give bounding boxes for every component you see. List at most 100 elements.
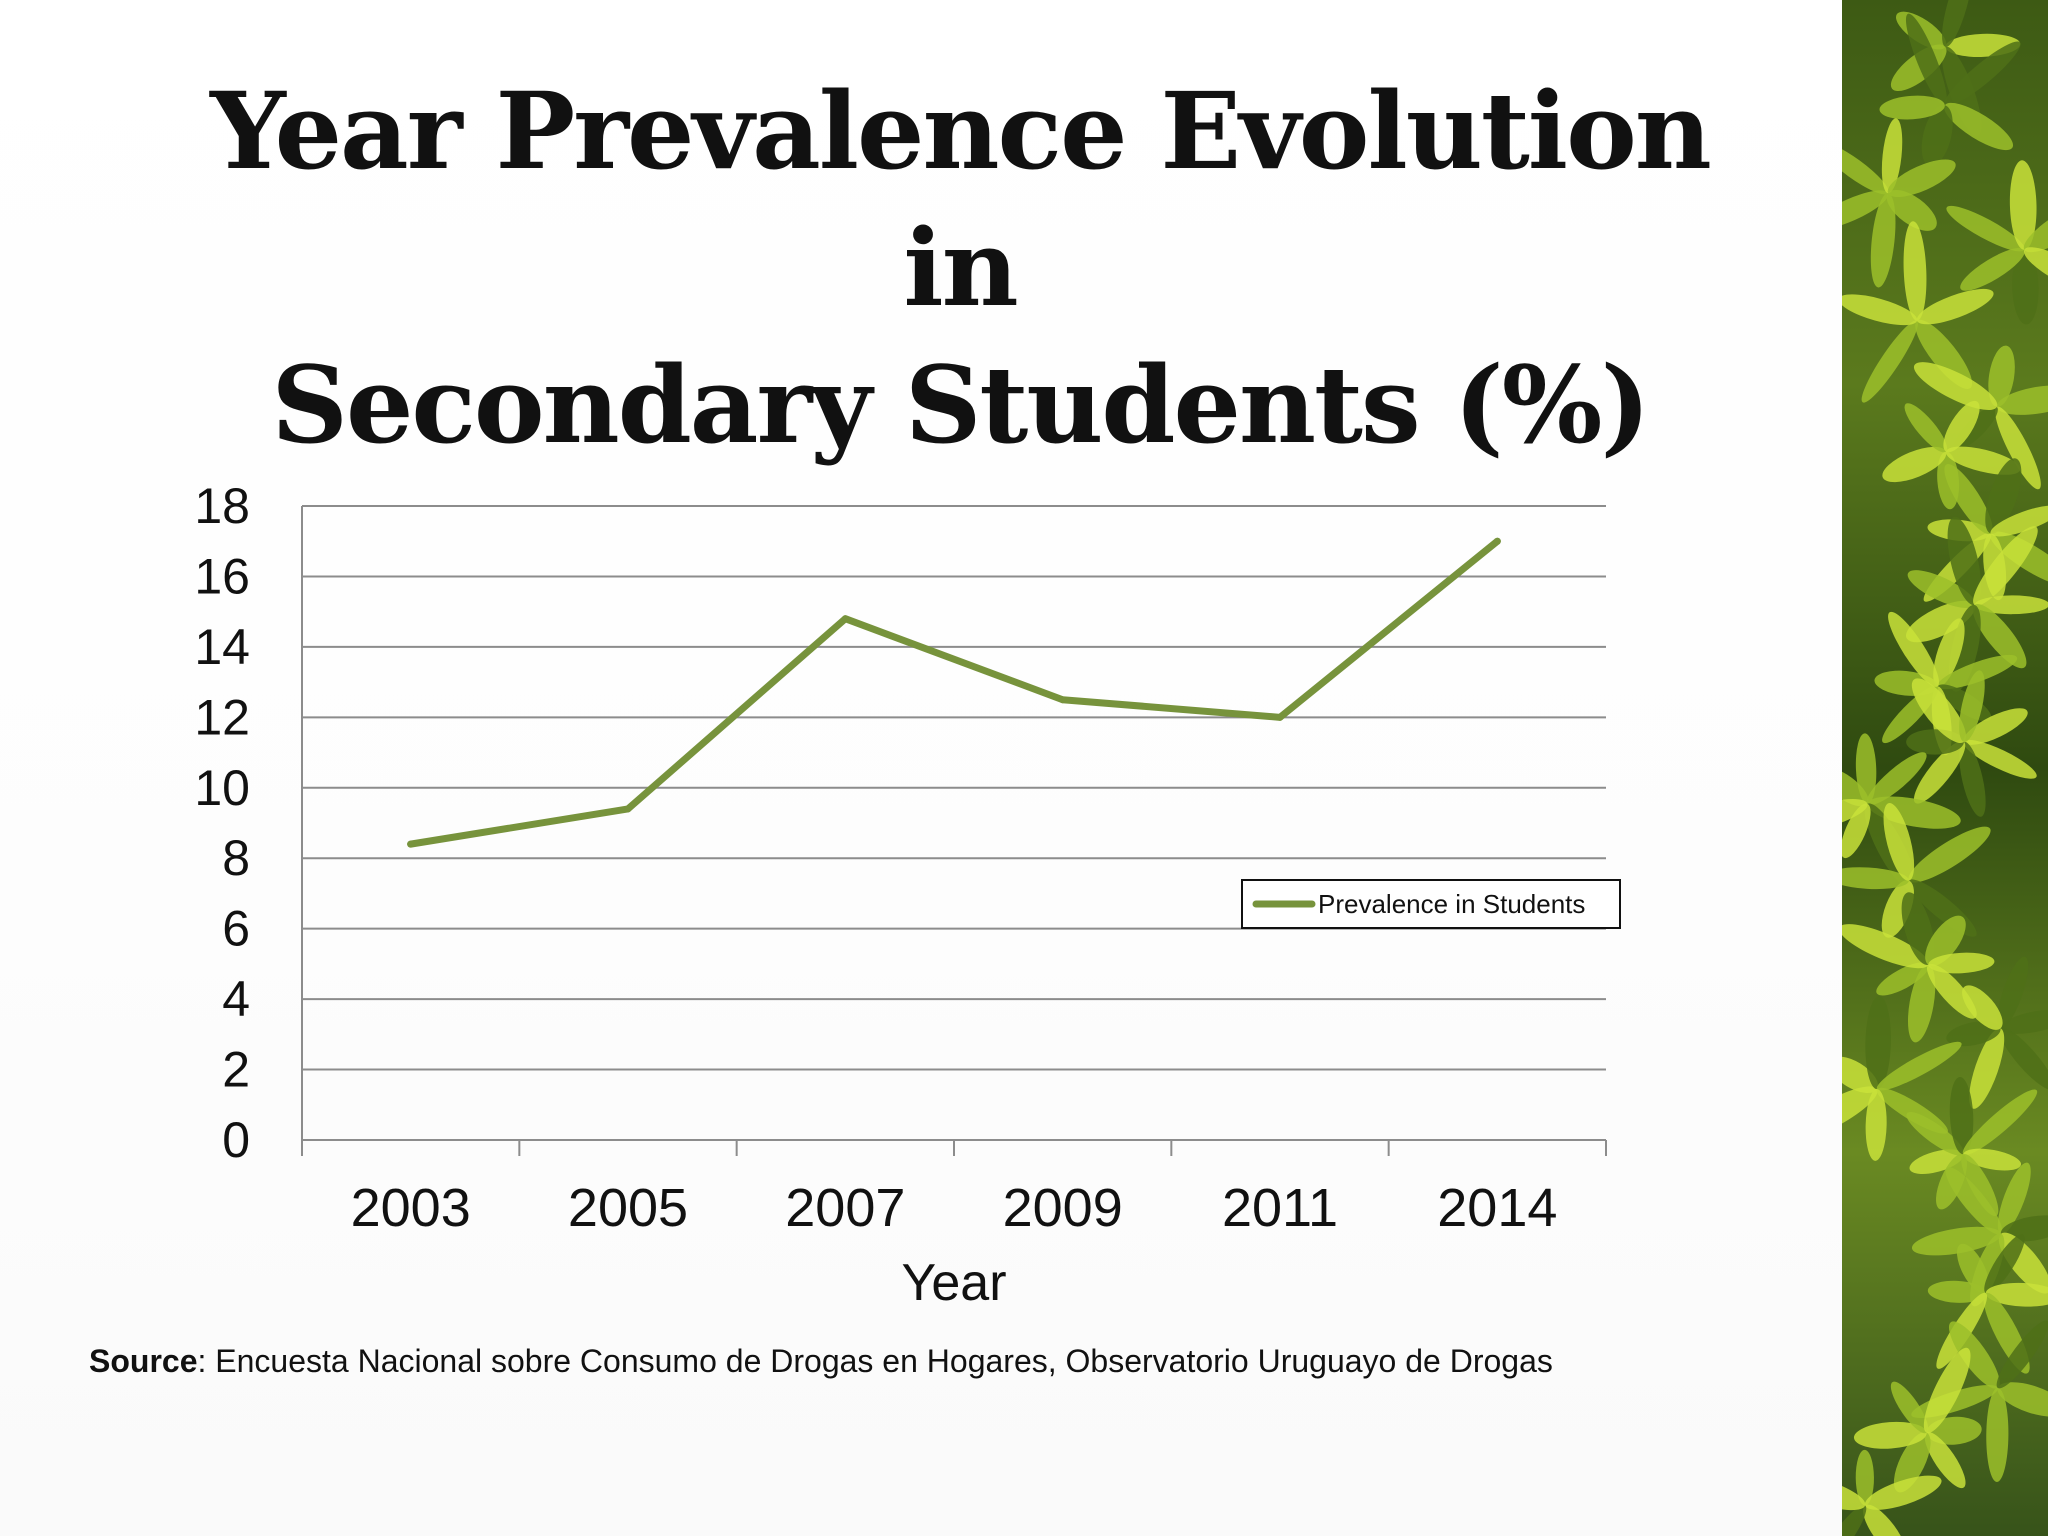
leaf-blade xyxy=(1901,892,1935,965)
leaf-cluster xyxy=(1906,670,2037,817)
leaf-blade xyxy=(1999,1027,2048,1090)
slide: Year Prevalence Evolution in Secondary S… xyxy=(0,0,1842,1536)
leaf-blade xyxy=(1842,867,1909,890)
leaf-blade xyxy=(1927,1280,1986,1303)
leaf-blade xyxy=(1855,1449,1874,1506)
data-point xyxy=(1059,696,1067,704)
leaf-blade xyxy=(1985,1282,2048,1307)
leaf-blade xyxy=(1945,446,2021,475)
leaf-blade xyxy=(1842,1505,1867,1536)
leaf-blade xyxy=(1960,247,2025,291)
leaf-blade xyxy=(1997,1162,2031,1234)
leaf-blade xyxy=(1863,1504,1907,1536)
data-point xyxy=(1493,537,1501,545)
leaf-blade xyxy=(1842,142,1889,195)
slide-title: Year Prevalence Evolution in Secondary S… xyxy=(180,62,1740,473)
leaf-pattern xyxy=(1842,0,2048,1536)
series xyxy=(407,537,1501,848)
leaf-blade xyxy=(1842,1086,1878,1139)
leaf-blade xyxy=(1903,221,1927,321)
leaf-blade xyxy=(1948,604,1981,692)
series-line xyxy=(407,537,1501,848)
leaf-blade xyxy=(1944,463,1993,535)
leaf-blade xyxy=(1943,400,1980,453)
leaf-blade xyxy=(1984,1234,2025,1294)
leaf-cluster xyxy=(1842,1449,1942,1536)
leaf-blade xyxy=(1887,159,1956,197)
cannabis-leaves-image xyxy=(1842,0,2048,1536)
leaf-blade xyxy=(1906,1112,1964,1156)
x-tick-label: 2011 xyxy=(1222,1178,1338,1238)
leaf-blade xyxy=(1942,0,1972,47)
leaf-blade xyxy=(2000,1009,2048,1034)
leaf-blade xyxy=(1864,1475,1942,1510)
leaf-blade xyxy=(1928,952,1995,974)
leaf-blade xyxy=(2023,247,2048,293)
y-tick-label: 12 xyxy=(194,689,250,745)
leaf-blade xyxy=(1959,741,1986,817)
leaf-blade xyxy=(1881,118,1903,194)
leaf-blade xyxy=(1996,1320,2048,1389)
leaf-blade xyxy=(1973,526,2038,606)
title-line-1: Year Prevalence Evolution in xyxy=(210,68,1712,330)
source-label: Source xyxy=(89,1343,198,1379)
leaf-blade xyxy=(1909,1149,1964,1175)
leaf-blade xyxy=(1969,1028,2005,1109)
leaf-blade xyxy=(1911,678,1967,743)
leaf-cluster xyxy=(1842,892,1995,1043)
data-point xyxy=(1276,713,1284,721)
leaf-cluster xyxy=(1842,221,1994,403)
x-tick-label: 2007 xyxy=(785,1178,905,1238)
data-point xyxy=(841,615,849,623)
leaf-blade xyxy=(1870,193,1896,288)
leaf-blade xyxy=(1905,13,1947,106)
leaf-blade xyxy=(1842,190,1889,230)
leaf-blade xyxy=(1865,996,1891,1090)
leaf-blade xyxy=(1925,915,1966,967)
leaf-blade xyxy=(1913,741,1966,804)
leaf-blade xyxy=(1853,1421,1927,1449)
y-tick-label: 6 xyxy=(222,901,250,957)
leaf-cluster xyxy=(1911,1320,2048,1482)
leaf-blade xyxy=(1959,670,1985,742)
leaf-blade xyxy=(1962,1089,2038,1156)
leaf-blade xyxy=(1923,1347,1971,1434)
leaf-blade xyxy=(1933,618,1965,687)
leaf-blade xyxy=(1963,708,2028,745)
leaf-blade xyxy=(1961,1153,1999,1217)
leaf-blade xyxy=(1956,1243,1990,1294)
leaf-blade xyxy=(1913,362,1998,410)
leaf-blade xyxy=(1876,962,1929,996)
leaf-blade xyxy=(1990,505,2048,537)
y-tick-label: 14 xyxy=(194,619,250,675)
leaf-blade xyxy=(2023,196,2048,253)
legend: Prevalence in Students xyxy=(1241,879,1621,929)
leaf-blade xyxy=(1855,733,1877,804)
leaf-blade xyxy=(1946,1021,2001,1047)
y-tick-label: 18 xyxy=(194,478,250,534)
leaf-cluster xyxy=(1946,160,2048,325)
leaf-blade xyxy=(2009,160,2037,250)
x-tick-label: 2009 xyxy=(1003,1178,1123,1238)
leaf-blade xyxy=(1985,458,2022,534)
x-tick-label: 2014 xyxy=(1437,1178,1557,1238)
leaf-blade xyxy=(1883,803,1915,881)
leaf-blade xyxy=(1944,41,2021,107)
leaf-cluster xyxy=(1842,803,1991,938)
leaf-blade xyxy=(1861,320,1919,403)
leaf-cluster xyxy=(1853,1347,1982,1493)
leaf-blade xyxy=(1888,611,1940,687)
y-tick-label: 0 xyxy=(222,1112,250,1168)
gridlines xyxy=(302,505,1606,1071)
leaf-blade xyxy=(1947,516,1982,606)
leaf-blade xyxy=(1842,803,1871,859)
axes: 0 2 4 6 8 10 12 14 16 18 2003 2005 2007 2009 2011 2014 Y… xyxy=(194,478,1607,1312)
y-tick-label: 16 xyxy=(194,548,250,604)
leaf-blade xyxy=(1842,767,1869,807)
leaf-blade xyxy=(1908,826,1991,883)
data-point xyxy=(407,840,415,848)
leaf-blade xyxy=(1866,752,1927,805)
leaf-blade xyxy=(1921,105,1953,167)
leaf-blade xyxy=(1842,798,1868,832)
leaf-blade xyxy=(1974,595,2048,615)
